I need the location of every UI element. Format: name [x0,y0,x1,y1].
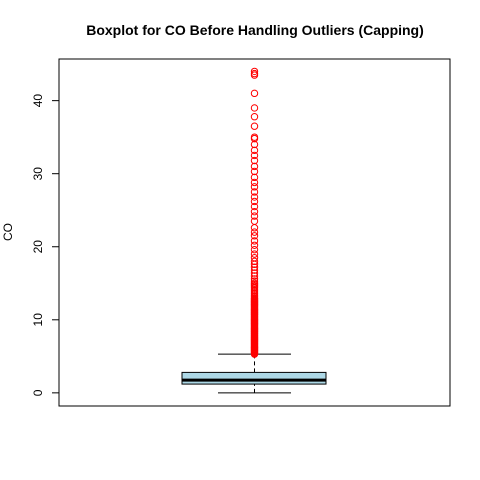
outlier-point [250,67,259,76]
outlier-point [250,183,259,191]
outlier-point [250,269,259,277]
y-axis: 0 10 20 30 40 [31,94,60,396]
outlier-point [250,140,259,149]
y-tick-label: 30 [31,167,45,181]
outlier-point [250,250,259,258]
y-axis-label: CO [1,223,15,241]
outlier-point [250,217,259,225]
chart-title: Boxplot for CO Before Handling Outliers … [86,22,424,38]
outlier-point [250,257,259,266]
outlier-point [250,212,259,220]
outlier-point [250,232,259,240]
outlier-point [250,156,259,165]
outlier-point [250,173,259,182]
outlier-point [250,279,259,287]
outlier-point [250,254,259,262]
y-tick-label: 10 [31,313,45,327]
outlier-point [250,162,259,171]
outlier-point [250,241,259,249]
y-tick-label: 0 [31,389,45,396]
outlier-point [250,237,259,245]
outlier-point [250,263,259,271]
iqr-box [181,371,327,385]
outlier-point [250,202,259,211]
outlier-point [250,277,259,285]
outlier-point [250,69,259,78]
outlier-point [250,113,259,121]
outlier-point [250,89,259,98]
outlier-point [250,151,259,160]
outlier-point [250,188,259,196]
outlier-point [250,275,259,283]
outlier-point [250,104,259,112]
outlier-point [250,178,259,187]
outlier-point [250,193,259,201]
outlier-point [250,245,259,254]
outlier-point [250,197,259,206]
outlier-point [250,228,259,236]
outlier-point [250,207,259,216]
outlier-point [250,266,259,274]
outlier-point [250,146,259,155]
outlier-point [250,122,259,130]
outlier-point [250,272,259,280]
y-tick-label: 20 [31,240,45,254]
outlier-point [250,167,259,176]
outlier-point [250,133,259,141]
outlier-points [250,67,259,358]
y-tick-label: 40 [31,94,45,108]
